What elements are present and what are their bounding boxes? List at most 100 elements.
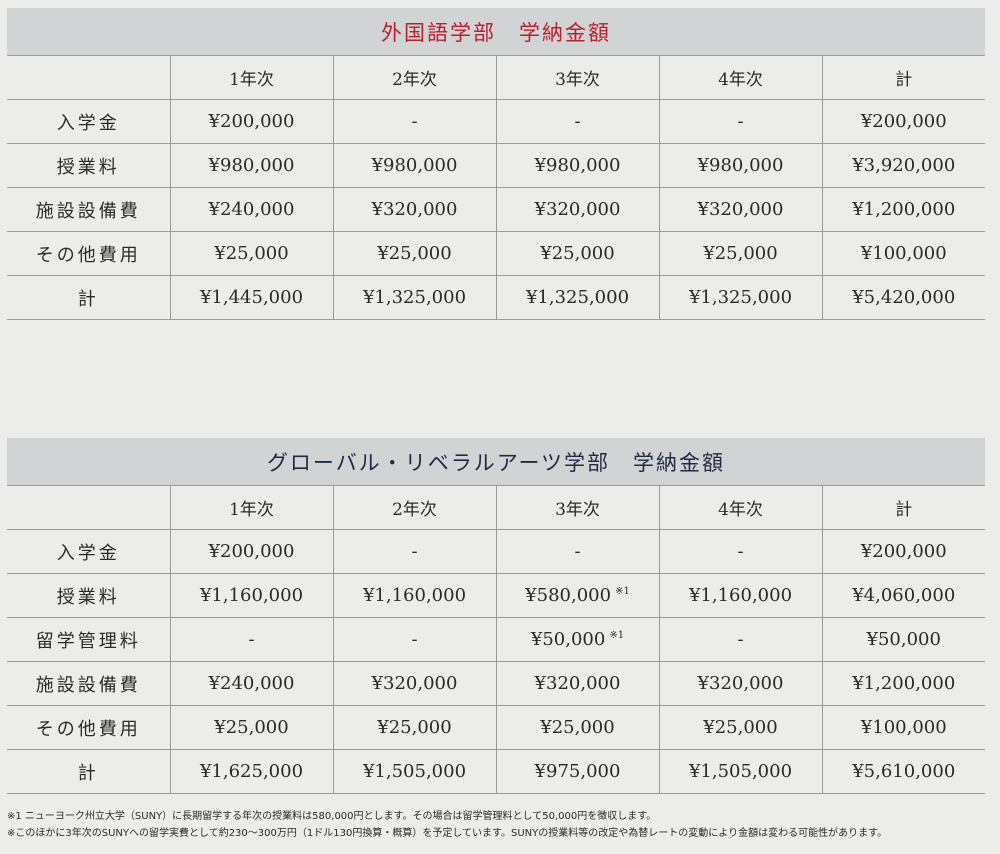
column-header: 1年次 xyxy=(169,55,333,100)
fee-cell: ¥1,200,000 xyxy=(821,187,985,232)
fee-cell: ¥1,325,000 xyxy=(495,275,659,320)
row-label: 施設設備費 xyxy=(7,661,170,706)
fee-cell: ¥1,625,000 xyxy=(169,749,333,794)
fee-cell: ¥240,000 xyxy=(169,661,333,706)
fee-value: - xyxy=(737,541,744,562)
column-header: 4年次 xyxy=(658,485,822,530)
footnote-1: ※1 ニューヨーク州立大学（SUNY）に長期留学する年次の授業料は580,000… xyxy=(7,811,657,822)
fee-value: ¥25,000 xyxy=(540,243,615,264)
fee-value: ¥1,325,000 xyxy=(525,287,630,308)
fee-cell: ¥320,000 xyxy=(495,661,659,706)
fee-value: ¥3,920,000 xyxy=(852,155,956,176)
fee-cell: ¥980,000 xyxy=(169,143,333,188)
row-label: 入学金 xyxy=(7,99,170,144)
fee-value: ¥100,000 xyxy=(860,717,947,738)
fee-value: ¥25,000 xyxy=(214,243,289,264)
table-title: 外国語学部 学納金額 xyxy=(7,8,985,55)
fee-value: ¥320,000 xyxy=(697,673,784,694)
fee-cell: ¥320,000 xyxy=(332,661,496,706)
fee-cell: - xyxy=(332,99,496,144)
fee-cell: ¥25,000 xyxy=(495,705,659,750)
row-label: 授業料 xyxy=(7,143,170,188)
fee-cell: ¥1,160,000 xyxy=(332,573,496,618)
fee-cell: ¥320,000 xyxy=(495,187,659,232)
fee-cell: ¥240,000 xyxy=(169,187,333,232)
table-row: 施設設備費 ¥240,000 ¥320,000 ¥320,000 ¥320,000 ¥1,… xyxy=(7,187,985,232)
column-header: 1年次 xyxy=(169,485,333,530)
column-header: 4年次 xyxy=(658,55,822,100)
fee-value: ¥50,000 xyxy=(530,629,606,650)
fee-cell: ¥100,000 xyxy=(821,705,985,750)
fee-cell: ¥25,000 xyxy=(332,231,496,276)
fee-value: ¥1,160,000 xyxy=(199,585,304,606)
fee-value: ¥240,000 xyxy=(208,199,295,220)
fee-value: ¥1,325,000 xyxy=(362,287,467,308)
fee-value: ¥25,000 xyxy=(703,243,778,264)
fee-cell: ¥320,000 xyxy=(658,661,822,706)
fee-cell: ¥1,325,000 xyxy=(332,275,496,320)
fee-cell: ¥580,000 ※1 xyxy=(495,573,659,618)
fee-cell: - xyxy=(495,529,659,574)
fee-value: ¥1,445,000 xyxy=(199,287,304,308)
fee-value: ¥980,000 xyxy=(697,155,784,176)
fee-table-section-global-liberal-arts: グローバル・リベラルアーツ学部 学納金額 1年次 2年次 3年次 4年次計 入学金 ¥2… xyxy=(7,438,985,794)
fee-value: ¥240,000 xyxy=(208,673,295,694)
fee-value: ¥320,000 xyxy=(534,673,621,694)
fee-cell: ¥50,000 ※1 xyxy=(495,617,659,662)
fee-table: 1年次 2年次 3年次 4年次計 入学金 ¥200,000 - - - ¥200,000 授業料 ¥… xyxy=(7,55,985,320)
fee-value: ¥50,000 xyxy=(866,629,941,650)
fee-value: ¥1,160,000 xyxy=(362,585,467,606)
fee-cell: ¥320,000 xyxy=(332,187,496,232)
fee-cell: ¥1,445,000 xyxy=(169,275,333,320)
corner-header xyxy=(7,55,170,100)
fee-value: ¥100,000 xyxy=(860,243,947,264)
fee-table: 1年次 2年次 3年次 4年次計 入学金 ¥200,000 - - - ¥200,000 授業料 ¥… xyxy=(7,485,985,794)
fee-value: - xyxy=(737,111,744,132)
table-row: その他費用 ¥25,000 ¥25,000 ¥25,000 ¥25,000 ¥100,00… xyxy=(7,231,985,276)
fee-cell: - xyxy=(332,529,496,574)
fee-cell: ¥1,200,000 xyxy=(821,661,985,706)
fee-cell: - xyxy=(658,529,822,574)
fee-cell: ¥320,000 xyxy=(658,187,822,232)
fee-value: ¥320,000 xyxy=(697,199,784,220)
table-row: 入学金 ¥200,000 - - - ¥200,000 xyxy=(7,99,985,144)
fee-cell: ¥980,000 xyxy=(658,143,822,188)
fee-cell: ¥200,000 xyxy=(169,99,333,144)
row-label: その他費用 xyxy=(7,705,170,750)
table-row: 計 ¥1,625,000 ¥1,505,000 ¥975,000 ¥1,505,000 ¥… xyxy=(7,749,985,794)
table-row: 授業料 ¥1,160,000 ¥1,160,000 ¥580,000 ※1 ¥1,160,… xyxy=(7,573,985,618)
footnotes: ※1 ニューヨーク州立大学（SUNY）に長期留学する年次の授業料は580,000… xyxy=(7,808,997,842)
fee-value: ¥975,000 xyxy=(534,761,621,782)
fee-value: ¥320,000 xyxy=(534,199,621,220)
fee-value: - xyxy=(737,629,744,650)
fee-value: ¥1,325,000 xyxy=(688,287,793,308)
fee-cell: ¥1,505,000 xyxy=(658,749,822,794)
fee-value: ¥1,625,000 xyxy=(199,761,304,782)
fee-cell: ¥980,000 xyxy=(332,143,496,188)
fee-value: ¥1,505,000 xyxy=(688,761,793,782)
fee-value: ¥25,000 xyxy=(377,717,452,738)
table-row: 留学管理料 - - ¥50,000 ※1- ¥50,000 xyxy=(7,617,985,662)
fee-cell: ¥5,420,000 xyxy=(821,275,985,320)
table-row: 計 ¥1,445,000 ¥1,325,000 ¥1,325,000 ¥1,325,00… xyxy=(7,275,985,320)
row-label: 留学管理料 xyxy=(7,617,170,662)
fee-cell: ¥1,325,000 xyxy=(658,275,822,320)
fee-cell: ¥100,000 xyxy=(821,231,985,276)
column-header: 計 xyxy=(821,485,985,530)
fee-cell: ¥200,000 xyxy=(821,529,985,574)
fee-cell: ¥50,000 xyxy=(821,617,985,662)
fee-value: ¥980,000 xyxy=(534,155,621,176)
column-header: 3年次 xyxy=(495,485,659,530)
fee-value: ¥1,505,000 xyxy=(362,761,467,782)
fee-value: ¥25,000 xyxy=(214,717,289,738)
fee-cell: - xyxy=(658,617,822,662)
fee-cell: ¥1,505,000 xyxy=(332,749,496,794)
fee-value: ¥1,200,000 xyxy=(852,673,956,694)
fee-value: - xyxy=(574,541,581,562)
fee-value: ¥5,420,000 xyxy=(852,287,956,308)
fee-value: - xyxy=(411,541,418,562)
fee-value: ¥4,060,000 xyxy=(852,585,956,606)
footnote-2: ※このほかに3年次のSUNYへの留学実費として約230～300万円（1ドル130… xyxy=(7,828,888,839)
fee-value: - xyxy=(411,629,418,650)
corner-header xyxy=(7,485,170,530)
